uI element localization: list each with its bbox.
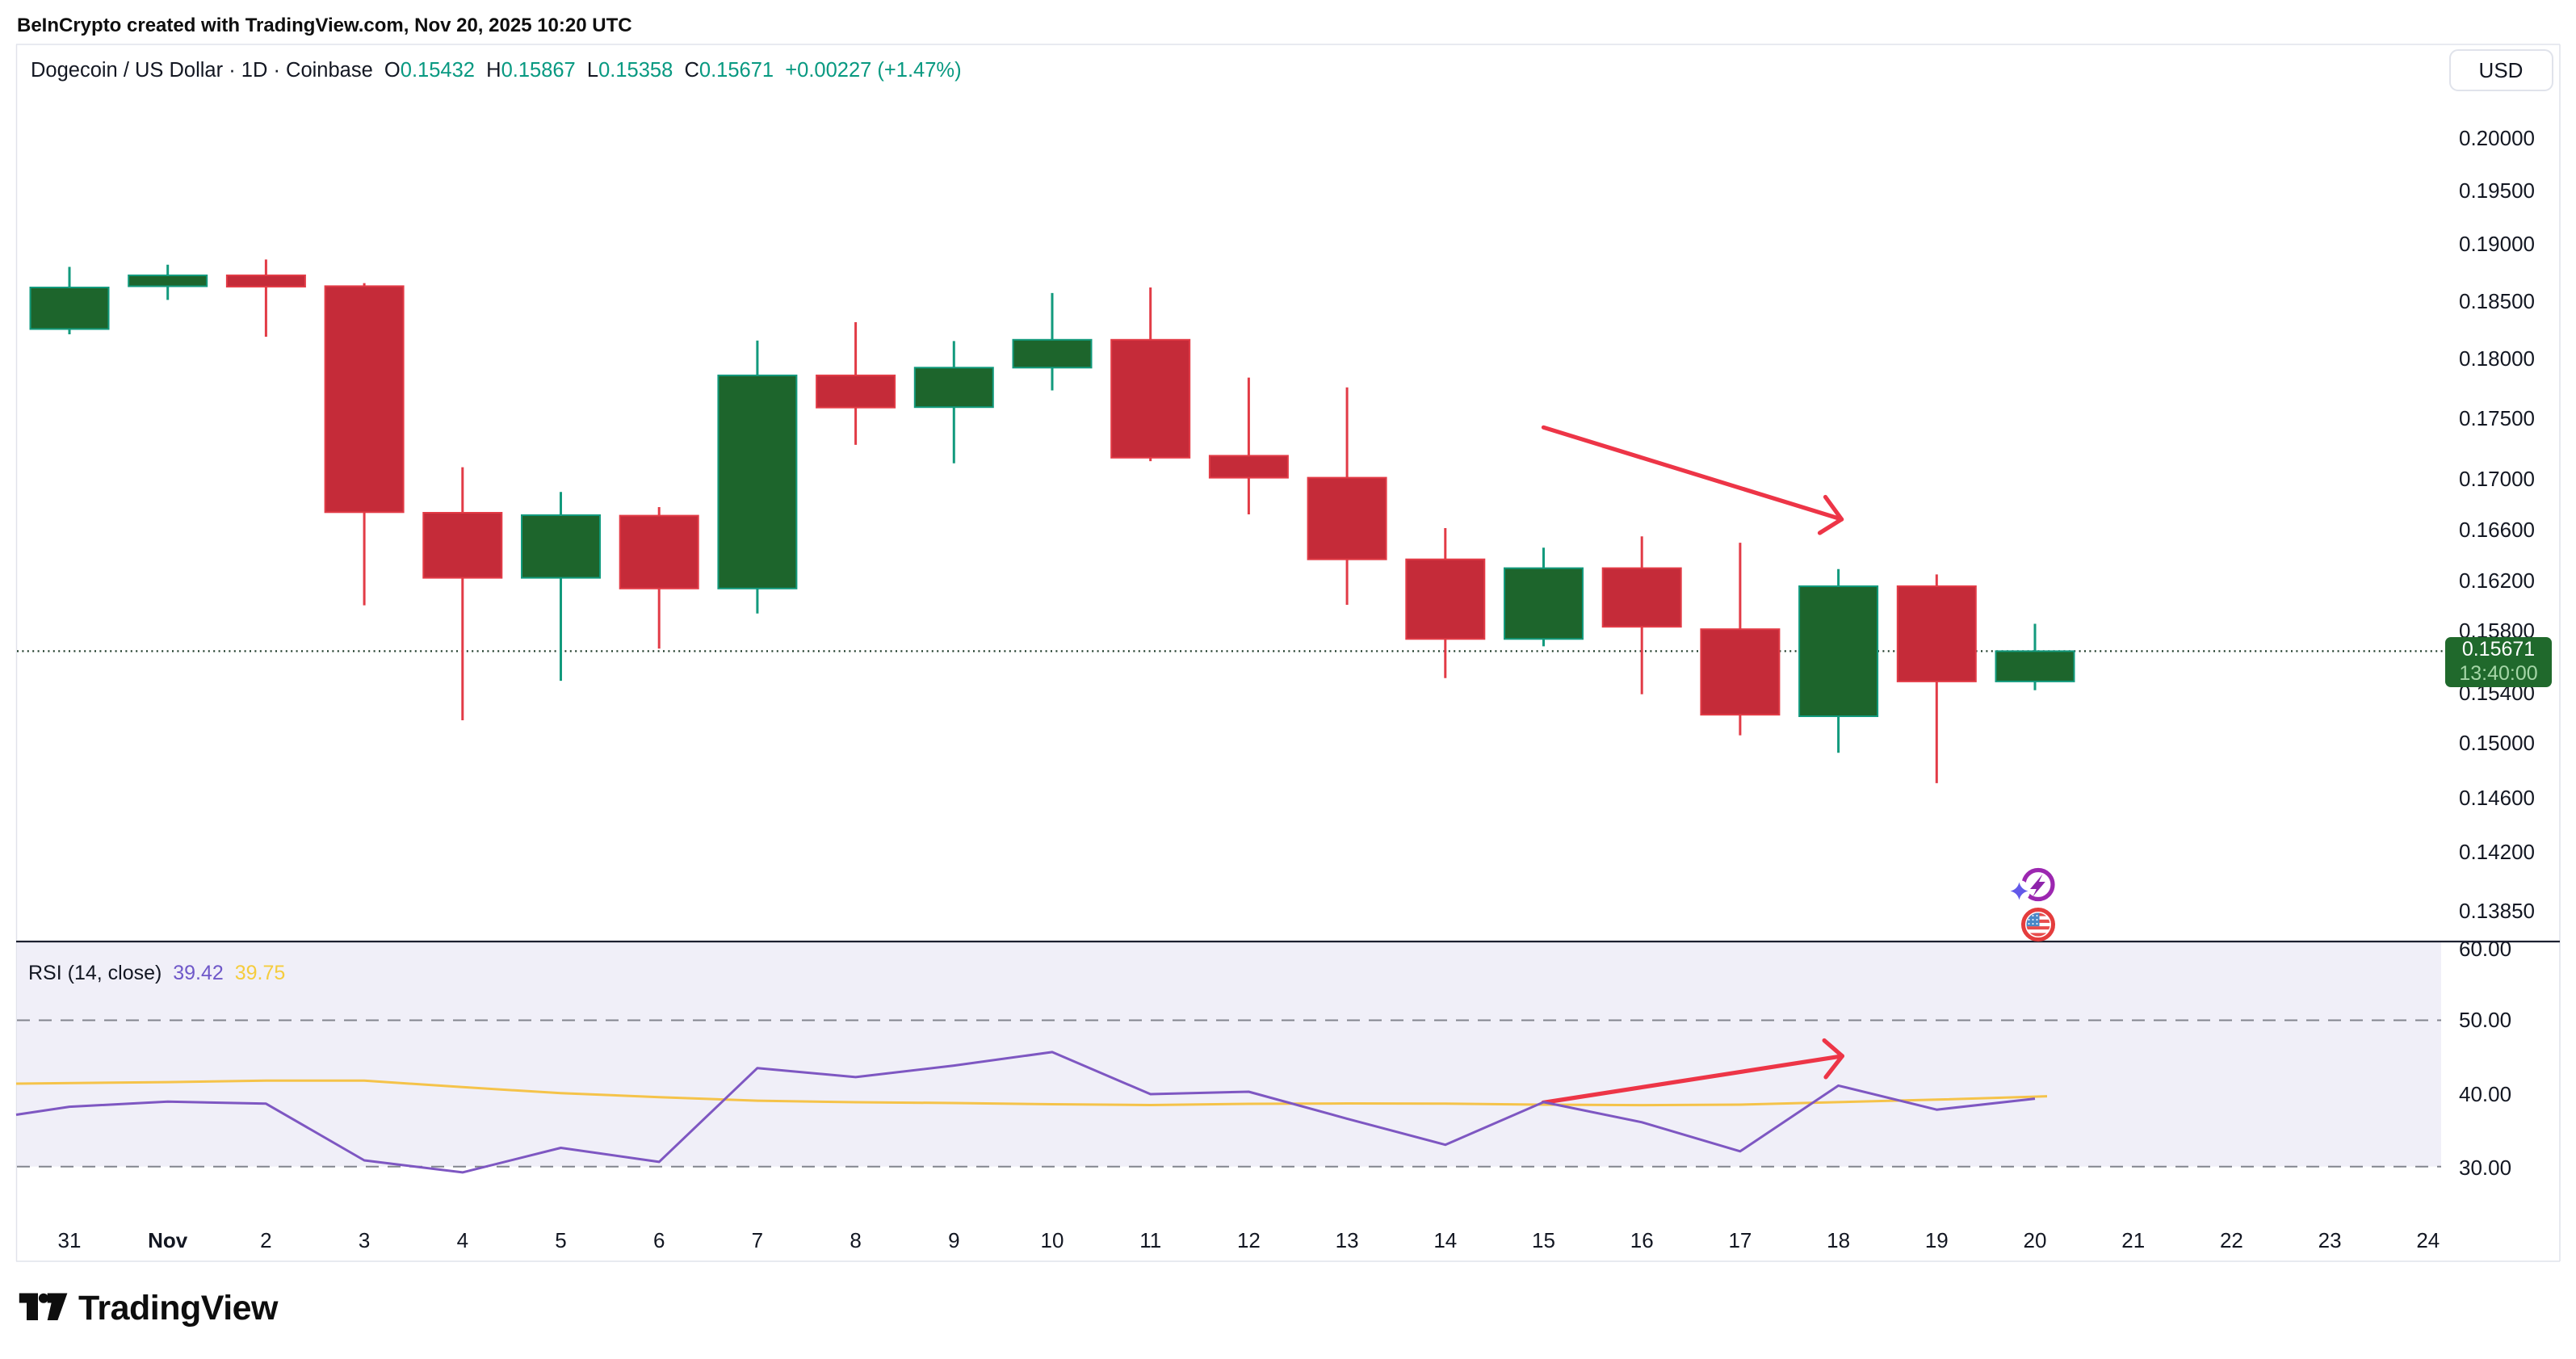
svg-text:Nov: Nov <box>148 1228 188 1252</box>
svg-text:17: 17 <box>1728 1228 1752 1252</box>
svg-text:21: 21 <box>2121 1228 2145 1252</box>
svg-text:0.16600: 0.16600 <box>2459 518 2535 542</box>
svg-text:15: 15 <box>1532 1228 1555 1252</box>
svg-text:16: 16 <box>1630 1228 1654 1252</box>
svg-text:12: 12 <box>1237 1228 1261 1252</box>
svg-text:0.18000: 0.18000 <box>2459 346 2535 371</box>
svg-text:Dogecoin / US Dollar · 1D · Co: Dogecoin / US Dollar · 1D · Coinbase O0.… <box>31 59 962 82</box>
svg-text:0.20000: 0.20000 <box>2459 126 2535 150</box>
svg-text:0.14600: 0.14600 <box>2459 786 2535 810</box>
svg-text:0.16200: 0.16200 <box>2459 568 2535 593</box>
svg-text:40.00: 40.00 <box>2459 1082 2511 1106</box>
svg-text:6: 6 <box>653 1228 665 1252</box>
svg-text:TradingView: TradingView <box>78 1289 279 1328</box>
svg-text:0.17500: 0.17500 <box>2459 406 2535 430</box>
svg-text:18: 18 <box>1827 1228 1850 1252</box>
svg-text:13:40:00: 13:40:00 <box>2459 662 2537 685</box>
svg-text:0.14200: 0.14200 <box>2459 840 2535 864</box>
svg-text:0.15671: 0.15671 <box>2462 638 2535 661</box>
svg-text:0.19000: 0.19000 <box>2459 232 2535 256</box>
svg-text:RSI (14, close) 39.42 39.75: RSI (14, close) 39.42 39.75 <box>28 962 285 984</box>
svg-text:9: 9 <box>948 1228 959 1252</box>
svg-text:14: 14 <box>1433 1228 1457 1252</box>
svg-text:22: 22 <box>2220 1228 2243 1252</box>
svg-text:23: 23 <box>2318 1228 2342 1252</box>
svg-text:4: 4 <box>457 1228 468 1252</box>
svg-text:8: 8 <box>850 1228 861 1252</box>
svg-text:7: 7 <box>752 1228 763 1252</box>
svg-text:5: 5 <box>555 1228 566 1252</box>
svg-text:0.17000: 0.17000 <box>2459 467 2535 491</box>
svg-text:11: 11 <box>1139 1228 1161 1252</box>
svg-text:20: 20 <box>2024 1228 2047 1252</box>
svg-text:0.19500: 0.19500 <box>2459 178 2535 203</box>
svg-text:24: 24 <box>2416 1228 2440 1252</box>
svg-text:50.00: 50.00 <box>2459 1008 2511 1032</box>
svg-text:60.00: 60.00 <box>2459 937 2511 961</box>
svg-text:USD: USD <box>2479 58 2524 82</box>
svg-text:10: 10 <box>1041 1228 1064 1252</box>
svg-text:0.18500: 0.18500 <box>2459 289 2535 313</box>
svg-text:0.15000: 0.15000 <box>2459 731 2535 755</box>
svg-text:30.00: 30.00 <box>2459 1156 2511 1180</box>
svg-text:13: 13 <box>1336 1228 1359 1252</box>
svg-text:2: 2 <box>260 1228 271 1252</box>
svg-text:31: 31 <box>58 1228 82 1252</box>
svg-text:0.13850: 0.13850 <box>2459 899 2535 923</box>
svg-text:19: 19 <box>1925 1228 1949 1252</box>
svg-text:3: 3 <box>359 1228 370 1252</box>
svg-text:BeInCrypto created with Tradin: BeInCrypto created with TradingView.com,… <box>17 15 632 36</box>
